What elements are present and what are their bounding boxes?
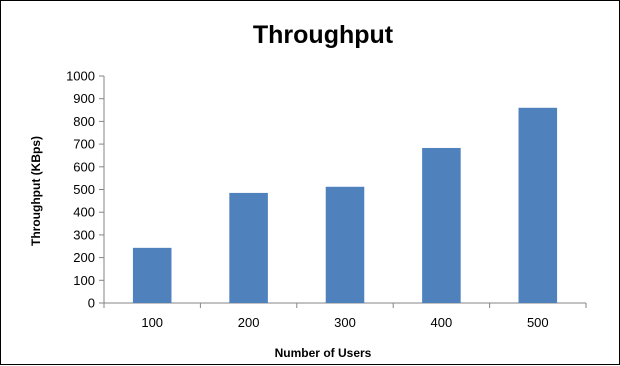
x-tick-label: 100 bbox=[141, 315, 163, 330]
bars bbox=[132, 107, 558, 303]
y-tick-label: 300 bbox=[73, 227, 95, 242]
y-axis: 0 100 200 300 400 500 600 700 800 900 1000 bbox=[66, 69, 105, 311]
y-tick-label: 1000 bbox=[66, 69, 95, 84]
bar-300 bbox=[325, 186, 365, 303]
x-axis: 100 200 300 400 500 bbox=[103, 302, 587, 330]
y-axis-title: Throughput (KBps) bbox=[29, 136, 43, 246]
bar-100 bbox=[132, 247, 172, 303]
chart-title: Throughput bbox=[253, 21, 394, 49]
y-tick-label: 700 bbox=[73, 137, 95, 152]
bar-500 bbox=[518, 107, 558, 303]
y-tick-label: 800 bbox=[73, 114, 95, 129]
bar-400 bbox=[422, 147, 461, 303]
x-axis-title: Number of Users bbox=[275, 346, 372, 360]
x-tick-label: 200 bbox=[238, 315, 260, 330]
y-tick-label: 0 bbox=[88, 296, 95, 311]
y-tick-label: 500 bbox=[73, 182, 95, 197]
x-tick-label: 400 bbox=[431, 315, 453, 330]
y-tick-label: 100 bbox=[73, 273, 95, 288]
y-tick-label: 200 bbox=[73, 250, 95, 265]
y-tick-label: 600 bbox=[73, 159, 95, 174]
y-tick-label: 400 bbox=[73, 205, 95, 220]
y-tick-label: 900 bbox=[73, 91, 95, 106]
x-tick-label: 500 bbox=[527, 315, 549, 330]
x-tick-label: 300 bbox=[334, 315, 356, 330]
bar-200 bbox=[229, 192, 268, 303]
